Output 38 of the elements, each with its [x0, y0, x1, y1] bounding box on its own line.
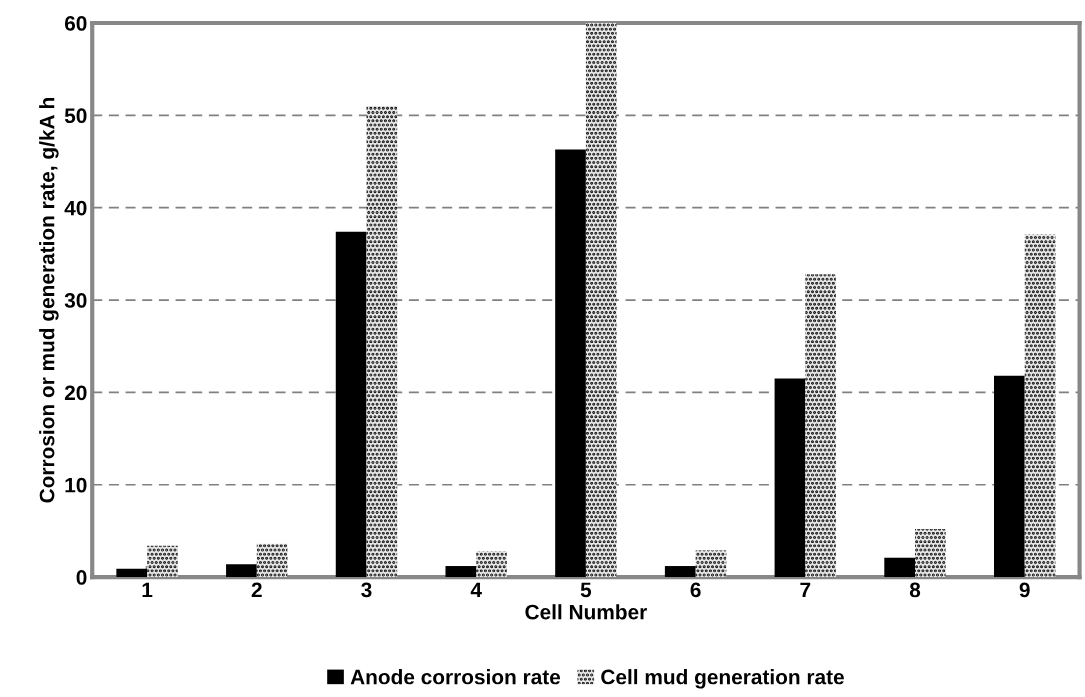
bar — [774, 378, 806, 578]
x-tick-label: 3 — [361, 582, 372, 598]
bar — [695, 550, 727, 578]
bar — [1024, 234, 1056, 578]
bar — [585, 23, 617, 578]
bar — [664, 566, 696, 578]
bar — [476, 551, 507, 578]
bar — [226, 564, 257, 578]
bar — [555, 149, 586, 578]
bar — [805, 274, 837, 578]
x-tick-label: 5 — [580, 582, 592, 598]
x-tick-label: 8 — [909, 582, 921, 598]
x-tick-label: 2 — [251, 582, 262, 598]
x-axis-title: Cell Number — [525, 604, 647, 620]
y-tick-label: 20 — [64, 385, 87, 401]
x-tick-label: 9 — [1019, 582, 1030, 598]
bar — [915, 529, 946, 578]
x-tick-label: 1 — [142, 582, 153, 598]
bar — [884, 557, 916, 578]
y-tick-label: 10 — [65, 477, 87, 493]
legend-label: Anode corrosion rate — [350, 669, 561, 685]
y-tick-label: 30 — [64, 293, 87, 308]
bar — [147, 545, 178, 578]
bar — [335, 231, 367, 578]
y-tick-label: 60 — [64, 16, 87, 31]
bar — [116, 568, 148, 578]
y-tick-label: 50 — [64, 108, 87, 124]
y-tick-label: 0 — [76, 570, 87, 585]
y-axis-title: Corrosion or mud generation rate, g/kA h — [39, 98, 59, 503]
x-tick-label: 6 — [690, 582, 701, 598]
bar — [994, 375, 1025, 578]
y-tick-label: 40 — [64, 200, 87, 216]
bar — [366, 106, 398, 578]
bar — [445, 566, 477, 578]
bar — [256, 543, 288, 578]
x-tick-label: 4 — [470, 582, 482, 598]
x-tick-label: 7 — [800, 582, 811, 598]
legend-label: Cell mud generation rate — [601, 669, 844, 689]
